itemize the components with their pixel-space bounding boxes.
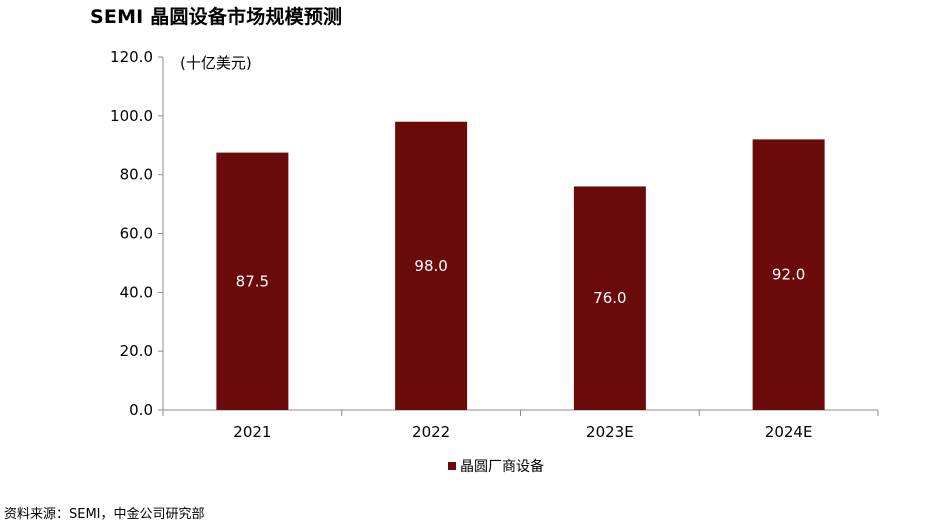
y-unit-label: (十亿美元) xyxy=(180,54,252,72)
y-tick-label: 120.0 xyxy=(110,48,153,66)
y-tick-label: 60.0 xyxy=(120,225,153,243)
data-label: 98.0 xyxy=(414,257,447,275)
data-label: 87.5 xyxy=(236,272,269,290)
y-tick-label: 40.0 xyxy=(120,283,153,301)
x-tick-label: 2024E xyxy=(765,423,813,441)
bar xyxy=(573,186,646,410)
y-tick-label: 20.0 xyxy=(120,342,153,360)
x-tick-label: 2021 xyxy=(233,423,271,441)
x-tick-label: 2023E xyxy=(586,423,634,441)
legend-swatch xyxy=(448,462,456,470)
bar-chart: 0.0 20.0 40.0 60.0 80.0 100.0 120.0 (十亿美元) 87.5 2… xyxy=(110,48,879,475)
y-tick-label: 100.0 xyxy=(110,107,153,125)
x-tick-label: 2022 xyxy=(412,423,450,441)
bar xyxy=(395,121,468,410)
legend-label: 晶圆厂商设备 xyxy=(460,458,544,475)
data-label: 92.0 xyxy=(772,266,805,284)
bar xyxy=(752,139,825,410)
y-tick-label: 80.0 xyxy=(120,166,153,184)
bar xyxy=(216,152,289,410)
data-label: 76.0 xyxy=(593,289,626,307)
y-tick-label: 0.0 xyxy=(129,401,153,419)
source-note: 资料来源：SEMI，中金公司研究部 xyxy=(4,507,205,522)
chart-title: SEMI 晶圆设备市场规模预测 xyxy=(90,6,343,28)
